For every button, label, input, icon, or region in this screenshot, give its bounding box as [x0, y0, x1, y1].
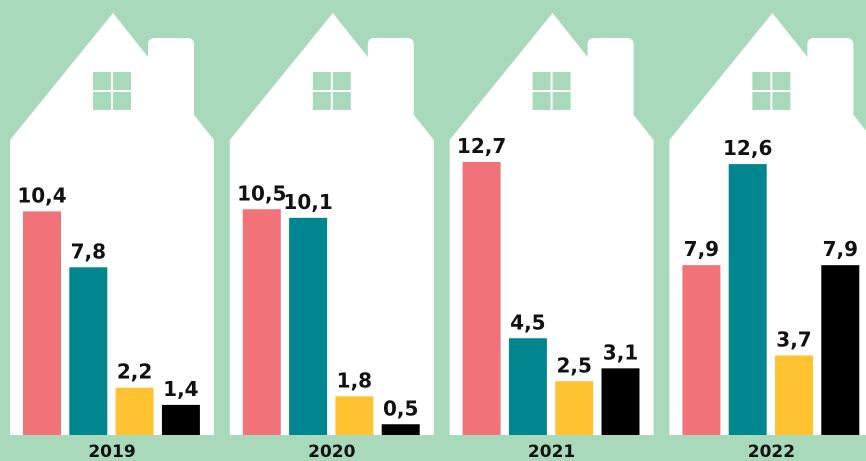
window-pane [113, 72, 131, 90]
window-pane [752, 72, 771, 90]
window-pane [93, 92, 111, 110]
value-label: 2,2 [117, 360, 152, 384]
window-pane [752, 92, 771, 110]
bar [555, 381, 594, 435]
window-pane [552, 92, 571, 110]
x-tick-label: 2020 [308, 442, 355, 461]
bar [289, 217, 328, 435]
houses [10, 13, 866, 435]
value-label: 3,7 [776, 327, 811, 351]
value-label: 10,5 [237, 181, 286, 205]
value-label: 1,4 [163, 377, 198, 401]
bar [115, 387, 154, 435]
window-pane [93, 72, 111, 90]
value-label: 12,6 [723, 136, 772, 160]
window-pane [312, 92, 331, 110]
value-label: 0,5 [383, 396, 418, 420]
window-pane [332, 92, 351, 110]
bar [821, 265, 860, 435]
value-label: 4,5 [510, 310, 545, 334]
bar [508, 338, 547, 435]
bar [69, 267, 108, 435]
value-label: 1,8 [337, 368, 372, 392]
window-pane [532, 92, 551, 110]
value-label: 2,5 [556, 353, 591, 377]
bar [601, 368, 640, 435]
window-pane [552, 72, 571, 90]
x-tick-label: 2021 [528, 442, 575, 461]
bar [335, 396, 374, 435]
value-label: 7,8 [71, 239, 106, 263]
value-label: 7,9 [684, 237, 719, 261]
value-label: 7,9 [823, 237, 858, 261]
window-pane [772, 72, 791, 90]
bar [242, 209, 281, 435]
bar [728, 164, 767, 435]
value-label: 10,1 [283, 190, 332, 214]
x-tick-label: 2022 [748, 442, 795, 461]
value-label: 3,1 [603, 340, 638, 364]
bar [775, 355, 813, 435]
value-label: 10,4 [17, 183, 66, 207]
window-pane [532, 72, 551, 90]
window-pane [113, 92, 131, 110]
x-tick-label: 2019 [88, 442, 135, 461]
bar [682, 265, 721, 435]
bar [462, 161, 501, 435]
value-label: 12,7 [457, 134, 506, 158]
window-pane [772, 92, 791, 110]
bar [381, 424, 420, 435]
bar [23, 211, 61, 435]
window-pane [312, 72, 331, 90]
window-pane [332, 72, 351, 90]
bar [161, 404, 200, 435]
